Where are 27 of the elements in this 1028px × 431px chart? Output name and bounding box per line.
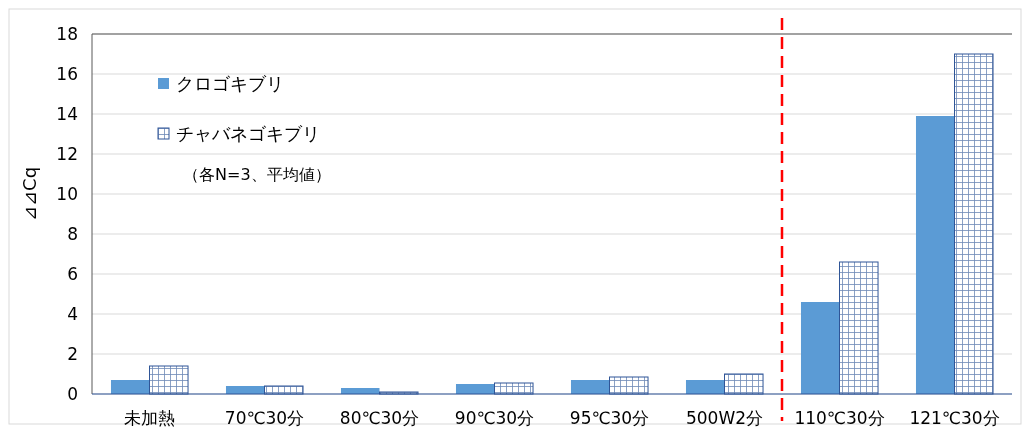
- legend-label: チャバネゴキブリ: [176, 123, 320, 145]
- x-tick-label: 未加熱: [124, 408, 175, 428]
- y-tick-label: 6: [67, 263, 78, 284]
- x-tick-label: 80℃30分: [339, 408, 420, 428]
- y-tick-label: 14: [56, 103, 78, 124]
- y-tick-label: 10: [56, 183, 78, 204]
- y-tick-label: 12: [56, 143, 78, 164]
- y-axis-title: ⊿⊿Cq: [19, 166, 40, 222]
- x-tick-label: 110℃30分: [794, 408, 885, 428]
- x-tick-label: 90℃30分: [454, 408, 535, 428]
- bar: [915, 116, 955, 394]
- x-tick-label: 121℃30分: [909, 408, 1000, 428]
- x-tick-label: 70℃30分: [224, 408, 305, 428]
- y-tick-label: 2: [67, 343, 78, 364]
- bar: [110, 380, 150, 394]
- y-tick-label: 8: [67, 223, 78, 244]
- y-tick-label: 18: [56, 23, 78, 44]
- bar: [800, 302, 840, 394]
- x-tick-label: 500W2分: [685, 408, 764, 428]
- bar: [685, 380, 725, 394]
- legend-label: クロゴキブリ: [176, 73, 284, 95]
- x-tick-label: 95℃30分: [569, 408, 650, 428]
- y-tick-label: 16: [56, 63, 78, 84]
- y-tick-label: 0: [67, 383, 78, 404]
- y-tick-label: 4: [67, 303, 78, 324]
- bar: [570, 380, 610, 394]
- annotation: （各N=3、平均値）: [183, 165, 331, 184]
